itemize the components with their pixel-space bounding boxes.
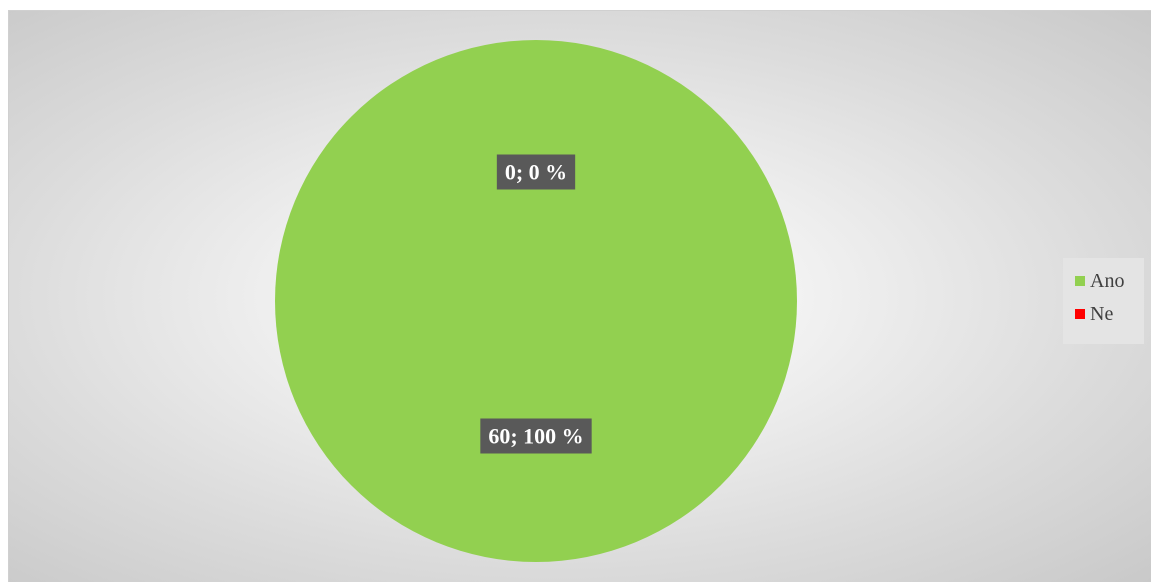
legend-swatch-ne	[1075, 309, 1085, 319]
legend-label-ano: Ano	[1090, 269, 1125, 292]
pie-slice-ano	[275, 40, 797, 562]
legend-item-ne: Ne	[1075, 303, 1144, 325]
data-label-text-ano: 60; 100 %	[488, 424, 583, 449]
legend: Ano Ne	[1063, 258, 1144, 344]
data-label-box-ano	[480, 418, 592, 454]
data-label-text-ne: 0; 0 %	[505, 160, 567, 185]
legend-swatch-ano	[1075, 276, 1085, 286]
pie-chart: 60; 100 % 0; 0 %	[275, 40, 797, 562]
data-label-ano: 60; 100 %	[480, 418, 592, 454]
chart-area: 60; 100 % 0; 0 % Ano Ne	[8, 10, 1151, 582]
legend-label-ne: Ne	[1090, 302, 1114, 325]
data-label-ne: 0; 0 %	[496, 154, 576, 190]
legend-item-ano: Ano	[1075, 270, 1144, 292]
data-label-box-ne	[496, 154, 576, 190]
pie-slices	[275, 40, 797, 562]
pie-data-labels: 60; 100 % 0; 0 %	[480, 154, 592, 454]
